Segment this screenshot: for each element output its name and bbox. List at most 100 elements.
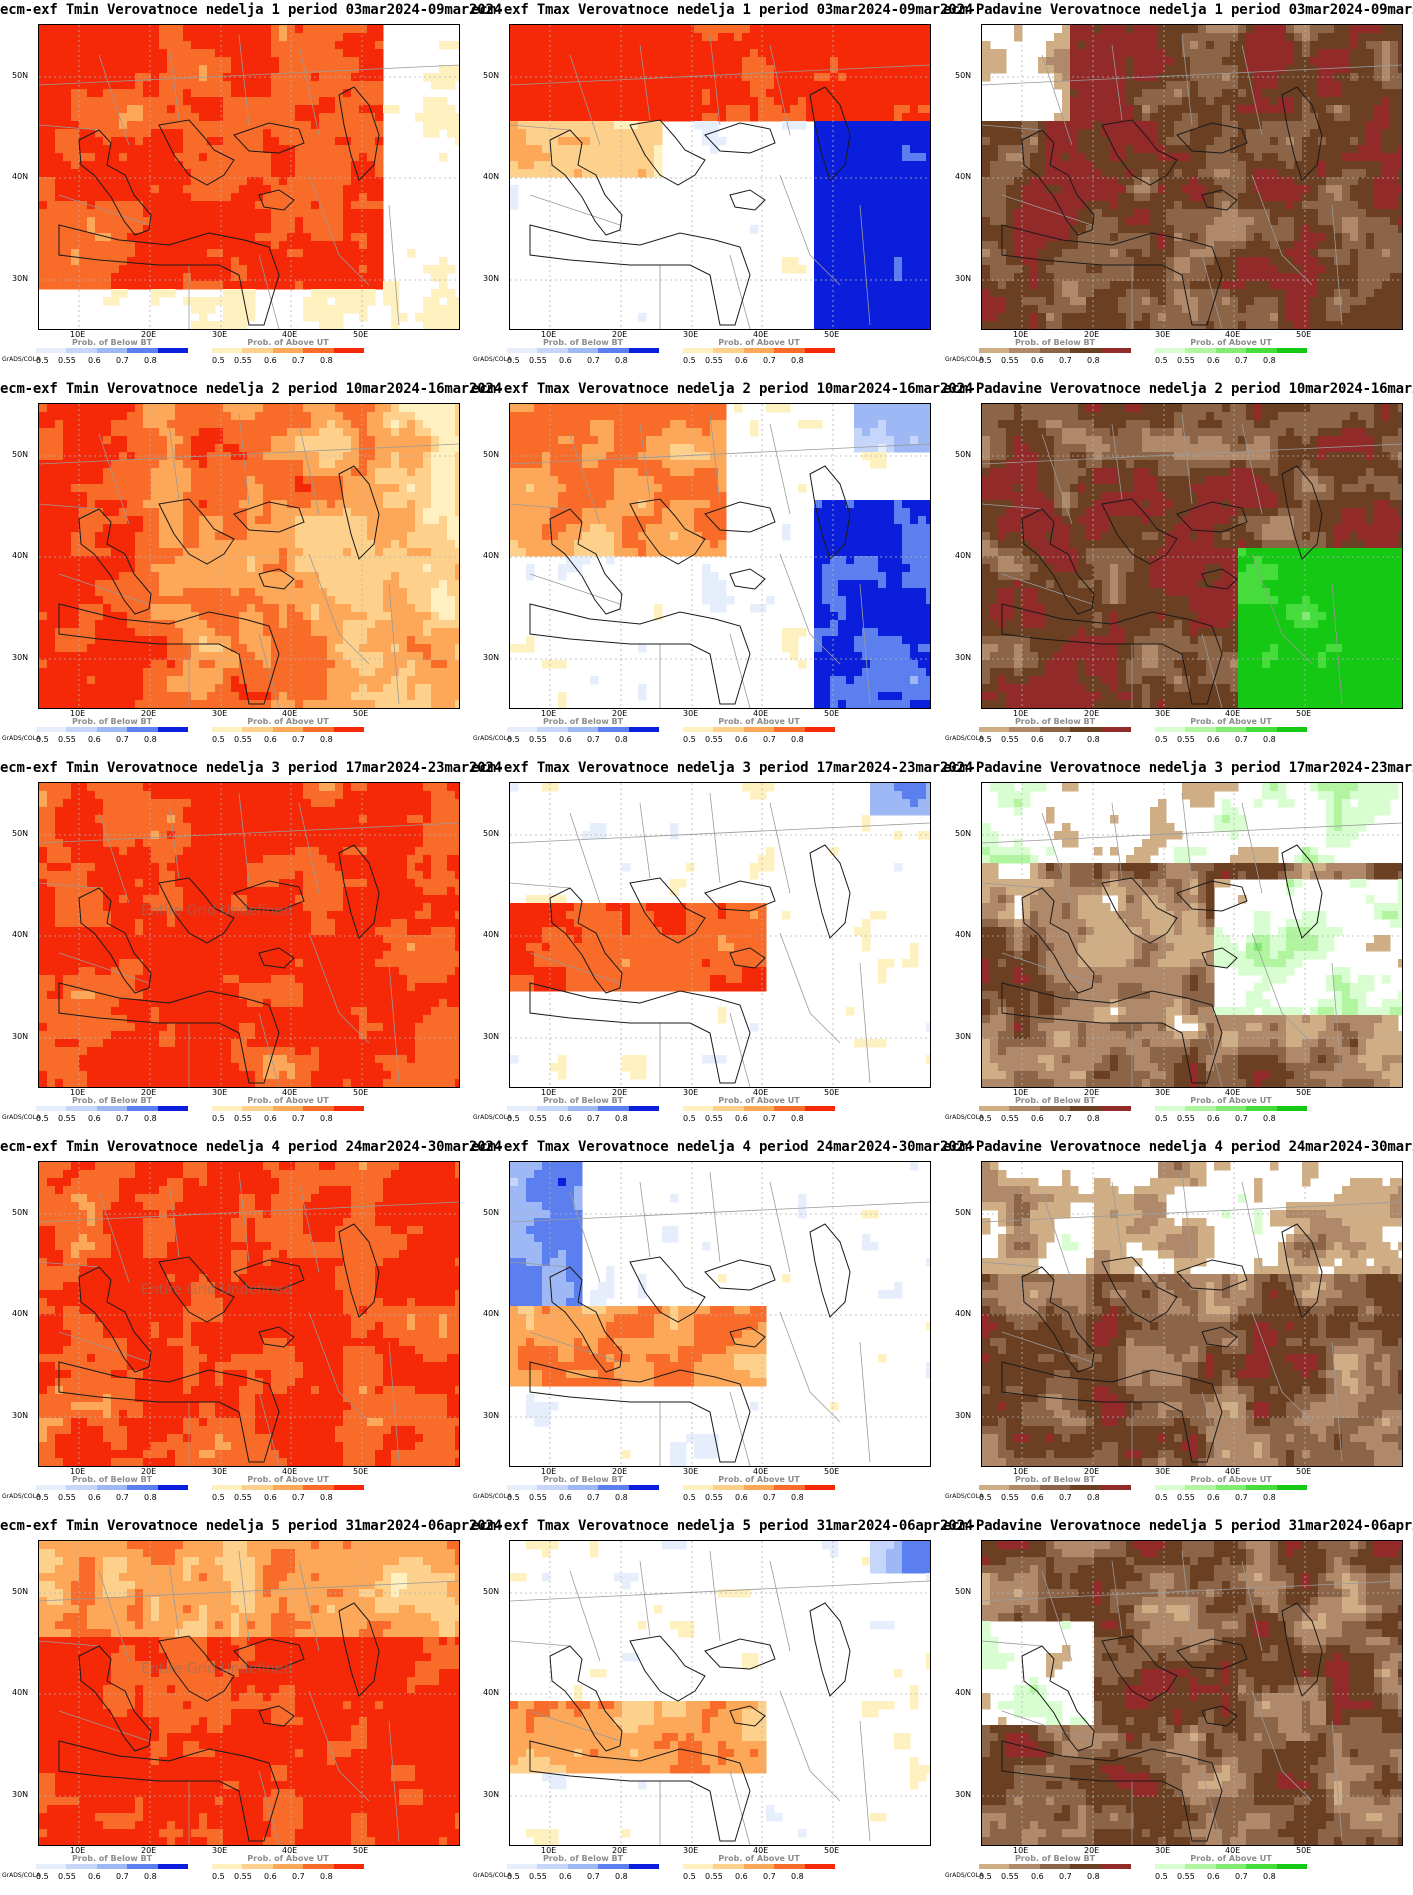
grads-credit: GrADS/COLA <box>945 1493 983 1500</box>
legend-tick-label: 0.6 <box>1031 1872 1044 1881</box>
probability-map <box>981 403 1403 709</box>
latitude-label: 50N <box>12 1587 28 1596</box>
longitude-label: 10E <box>1013 709 1028 718</box>
legend-tick-label: 0.6 <box>735 1872 748 1881</box>
latitude-label: 40N <box>12 930 28 939</box>
latitude-label: 40N <box>955 1688 971 1697</box>
longitude-label: 50E <box>824 330 839 339</box>
longitude-label: 10E <box>1013 1088 1028 1097</box>
latitude-label: 50N <box>12 1208 28 1217</box>
legend-above: Prob. of Above UT 0.5 0.55 0.6 0.7 0.8 <box>212 1096 365 1126</box>
panel-title: ecm-Padavine Verovatnoce nedelja 3 perio… <box>943 760 1413 776</box>
legend-title: Prob. of Below BT <box>36 717 188 726</box>
legend-tick-label: 0.5 <box>36 1493 49 1502</box>
probability-map: Entire Grid Undefined <box>38 1540 460 1846</box>
coastline <box>629 1256 706 1323</box>
legend-tick-label: 0.7 <box>292 1872 305 1881</box>
longitude-label: 30E <box>1155 1846 1170 1855</box>
legend-tick-label: 0.7 <box>1235 1872 1248 1881</box>
legend-tick-label: 0.6 <box>88 1493 101 1502</box>
legend-colorbar <box>979 727 1132 732</box>
longitude-label: 10E <box>70 709 85 718</box>
legend-title: Prob. of Above UT <box>1155 1475 1307 1484</box>
coastline <box>1201 1326 1238 1348</box>
panel-title: ecm-exf Tmin Verovatnoce nedelja 5 perio… <box>0 1518 502 1534</box>
longitude-label: 10E <box>1013 1467 1028 1476</box>
coastline <box>78 1645 152 1752</box>
coastline <box>1176 1259 1248 1291</box>
grads-credit: GrADS/COLA <box>945 356 983 363</box>
legend-below: Prob. of Below BT 0.5 0.55 0.6 0.7 0.8 <box>979 717 1132 747</box>
legend-tick-label: 0.55 <box>1001 356 1019 365</box>
legend-colorbar <box>212 348 365 353</box>
latitude-label: 50N <box>955 829 971 838</box>
longitude-label: 40E <box>282 330 297 339</box>
legend-tick-label: 0.5 <box>507 1114 520 1123</box>
legend-title: Prob. of Above UT <box>1155 1854 1307 1863</box>
panel-title: ecm-exf Tmax Verovatnoce nedelja 4 perio… <box>471 1139 973 1155</box>
coastline <box>529 603 751 705</box>
legend-tick-label: 0.8 <box>320 735 333 744</box>
legend-tick-label: 0.7 <box>1235 735 1248 744</box>
probability-map <box>509 782 931 1088</box>
coastline <box>233 1638 305 1670</box>
gridded-field <box>39 783 459 1087</box>
legend-tick-label: 0.5 <box>212 735 225 744</box>
legend-tick-label: 0.6 <box>1207 1493 1220 1502</box>
legend-tick-label: 0.55 <box>1177 356 1195 365</box>
legend-tick-label: 0.6 <box>88 1114 101 1123</box>
legend-tick-label: 0.7 <box>587 735 600 744</box>
legend-tick-label: 0.55 <box>234 1114 252 1123</box>
legend-tick-label: 0.6 <box>559 1872 572 1881</box>
coastline <box>258 1705 295 1727</box>
panel-title: ecm-Padavine Verovatnoce nedelja 5 perio… <box>943 1518 1413 1534</box>
legend-tick-label: 0.5 <box>212 356 225 365</box>
longitude-label: 40E <box>1225 1088 1240 1097</box>
legend-tick-label: 0.6 <box>735 735 748 744</box>
longitude-label: 20E <box>141 1846 156 1855</box>
longitude-label: 30E <box>212 1467 227 1476</box>
legend-tick-label: 0.8 <box>1087 735 1100 744</box>
coastline <box>1001 224 1223 326</box>
legend-tick-label: 0.8 <box>1263 735 1276 744</box>
coastline <box>158 119 235 186</box>
legend-title: Prob. of Below BT <box>507 1475 659 1484</box>
legend-title: Prob. of Below BT <box>36 338 188 347</box>
grads-credit: GrADS/COLA <box>473 1872 511 1879</box>
legend-tick-label: 0.6 <box>559 735 572 744</box>
latitude-label: 30N <box>483 1032 499 1041</box>
legend-tick-label: 0.8 <box>144 1493 157 1502</box>
coastline <box>704 1259 776 1291</box>
latitude-label: 50N <box>12 829 28 838</box>
legend-below: Prob. of Below BT 0.5 0.55 0.6 0.7 0.8 <box>507 717 660 747</box>
map-panel-precip-week-4: ecm-Padavine Verovatnoce nedelja 4 perio… <box>943 1137 1413 1516</box>
longitude-label: 30E <box>212 1088 227 1097</box>
legend-tick-label: 0.5 <box>683 1872 696 1881</box>
legend-below: Prob. of Below BT 0.5 0.55 0.6 0.7 0.8 <box>979 1096 1132 1126</box>
legend-title: Prob. of Below BT <box>979 1096 1131 1105</box>
coastline <box>1101 1635 1178 1702</box>
legend-tick-label: 0.5 <box>683 735 696 744</box>
legend-tick-label: 0.55 <box>705 356 723 365</box>
legend-tick-label: 0.5 <box>979 356 992 365</box>
coastline <box>529 1740 751 1842</box>
legend-tick-label: 0.5 <box>979 735 992 744</box>
legend-tick-label: 0.7 <box>116 735 129 744</box>
coastline <box>338 1602 380 1697</box>
legend-title: Prob. of Below BT <box>507 1096 659 1105</box>
latitude-label: 40N <box>955 172 971 181</box>
coastline <box>629 498 706 565</box>
legend-tick-label: 0.5 <box>36 1872 49 1881</box>
coastline <box>233 880 305 912</box>
coastline <box>1176 1638 1248 1670</box>
coastline <box>233 501 305 533</box>
legend-title: Prob. of Below BT <box>36 1096 188 1105</box>
grads-credit: GrADS/COLA <box>2 356 40 363</box>
longitude-label: 40E <box>1225 709 1240 718</box>
legend-tick-label: 0.5 <box>979 1872 992 1881</box>
longitude-label: 40E <box>282 1088 297 1097</box>
legend-title: Prob. of Above UT <box>683 1475 835 1484</box>
legend-tick-label: 0.8 <box>144 1114 157 1123</box>
panel-title: ecm-Padavine Verovatnoce nedelja 1 perio… <box>943 2 1413 18</box>
longitude-label: 30E <box>683 330 698 339</box>
